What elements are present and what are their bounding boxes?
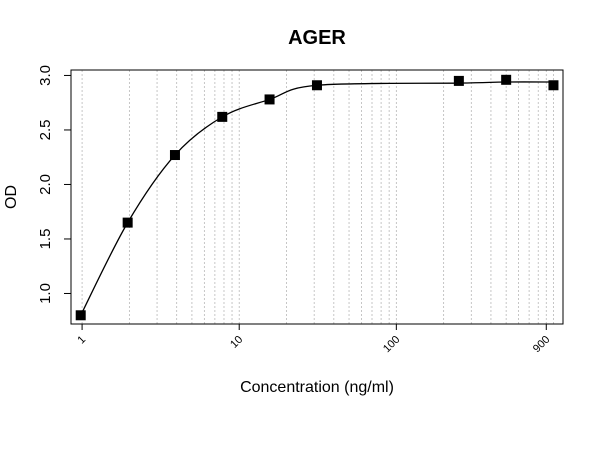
y-tick-label: 1.0 [37, 283, 54, 304]
data-point [75, 310, 86, 321]
y-axis-label: OD [3, 185, 20, 209]
data-point [548, 80, 559, 91]
data-point [169, 150, 180, 161]
y-tick-label: 2.0 [37, 174, 54, 195]
data-point [501, 74, 512, 85]
data-point [122, 217, 133, 228]
data-point [311, 80, 322, 91]
chart-title: AGER [288, 27, 346, 49]
data-point [453, 75, 464, 86]
x-tick-label: 100 [381, 334, 402, 355]
x-tick-label: 1 [75, 334, 88, 347]
y-tick-label: 2.5 [37, 120, 54, 141]
fit-curve [80, 81, 554, 316]
x-axis: 1 10 100 900 [75, 324, 552, 355]
y-axis: 1.0 1.5 2.0 2.5 3.0 [37, 65, 72, 304]
data-point [217, 111, 228, 122]
grid [81, 70, 554, 324]
y-tick-label: 3.0 [37, 65, 54, 86]
data-point [264, 94, 275, 105]
x-axis-label: Concentration (ng/ml) [240, 379, 394, 396]
x-tick-label: 10 [228, 334, 245, 351]
x-tick-label: 900 [531, 334, 552, 355]
data-points [75, 74, 559, 321]
plot-frame [70, 69, 564, 325]
y-tick-label: 1.5 [37, 229, 54, 250]
